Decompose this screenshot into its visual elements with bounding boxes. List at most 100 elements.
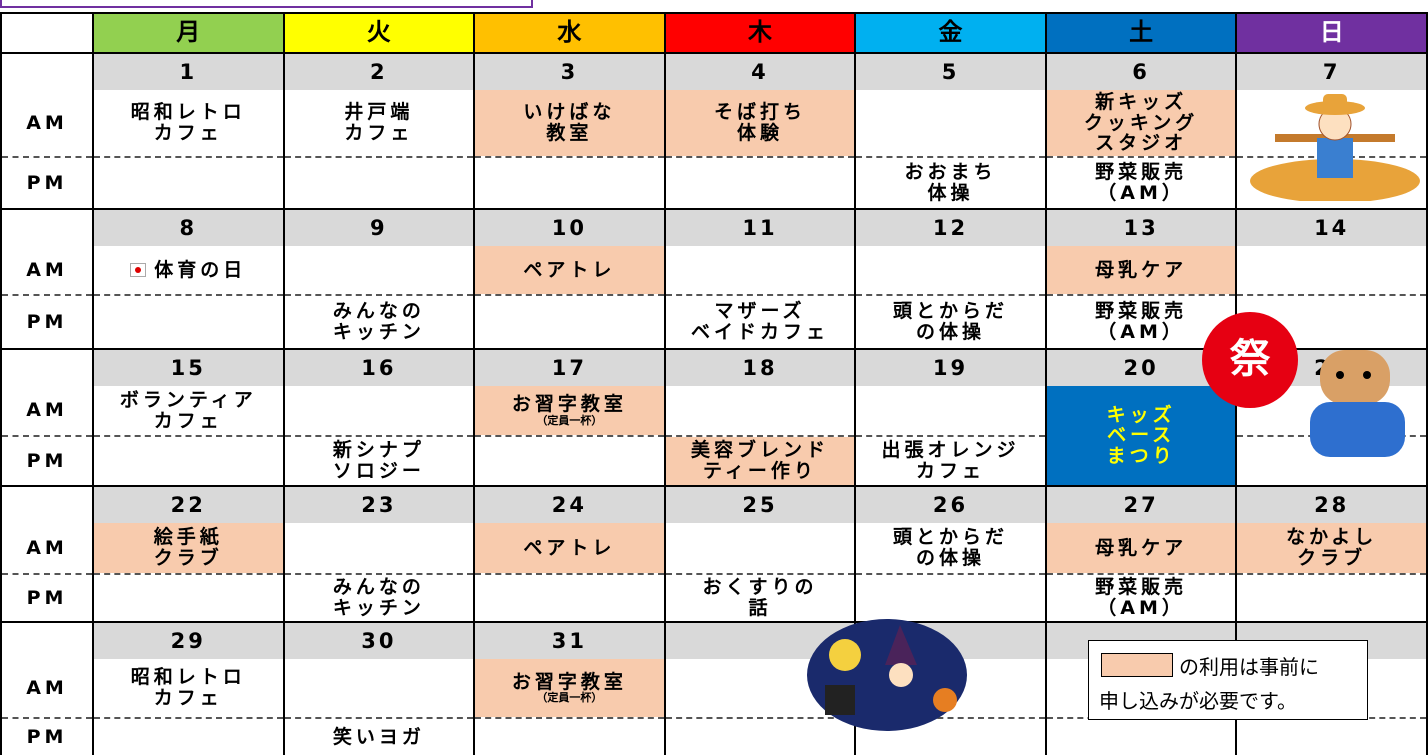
date: 2	[282, 52, 476, 90]
date: 6	[1044, 52, 1238, 90]
event-note: （定員一杯）	[536, 691, 603, 705]
event-cell: 笑いヨガ	[282, 718, 476, 755]
halloween-illustration	[807, 619, 967, 731]
event-cell: 美容ブレンド ティー作り	[663, 436, 857, 486]
event-cell: そば打ち 体験	[663, 90, 857, 158]
weekday: 火	[282, 12, 476, 54]
event-cell: 頭とからだ の体操	[854, 295, 1047, 349]
event-text: マザーズ ベイドカフェ	[690, 300, 829, 343]
weekday: 土	[1044, 12, 1238, 54]
period-label: AM	[0, 523, 94, 575]
event-text: 頭とからだ の体操	[893, 526, 1009, 569]
date: 14	[1235, 208, 1428, 246]
event-cell: みんなの キッチン	[282, 295, 476, 349]
event-cell: 頭とからだ の体操	[854, 523, 1047, 575]
event-cell: 野菜販売 （AM）	[1044, 574, 1238, 622]
pm-row: PM みんなの キッチン マザーズ ベイドカフェ 頭とからだ の体操 野菜販売 （AM）	[0, 295, 1428, 349]
event-cell: 昭和レトロ カフェ	[92, 90, 285, 158]
event-cell	[663, 157, 857, 209]
event-cell	[473, 436, 666, 486]
date: 24	[473, 485, 666, 523]
svg-text:祭: 祭	[1229, 336, 1271, 382]
top-box	[0, 0, 533, 8]
date: 10	[473, 208, 666, 246]
event-cell	[282, 386, 476, 437]
date: 23	[282, 485, 476, 523]
date: 18	[663, 348, 857, 386]
event-text: 野菜販売 （AM）	[1095, 161, 1188, 204]
event-cell: みんなの キッチン	[282, 574, 476, 622]
event-cell	[1235, 574, 1428, 622]
event-text: 昭和レトロ カフェ	[130, 666, 246, 709]
event-cell: いけばな 教室	[473, 90, 666, 158]
weekday: 月	[92, 12, 285, 54]
legend-text: 申し込みが必要です。	[1099, 689, 1297, 713]
event-cell: 絵手紙 クラブ	[92, 523, 285, 575]
pm-row: PM 笑いヨガ	[0, 718, 1428, 755]
event-cell: ボランティア カフェ	[92, 386, 285, 437]
legend-swatch	[1101, 653, 1173, 677]
date: 3	[473, 52, 666, 90]
event-cell	[282, 523, 476, 575]
festival-illustration: 祭	[1202, 312, 1405, 457]
event-text: 出張オレンジ カフェ	[881, 439, 1020, 482]
period-label: PM	[0, 295, 94, 349]
event-cell: お習字教室 （定員一杯）	[473, 659, 666, 719]
event-cell	[473, 718, 666, 755]
pm-row: PM みんなの キッチン おくすりの 話 野菜販売 （AM）	[0, 574, 1428, 622]
am-row: AM 体育の日 ペアトレ 母乳ケア	[0, 246, 1428, 296]
corner-cell	[0, 12, 94, 54]
event-text: なかよし クラブ	[1286, 526, 1378, 569]
event-cell: キッズ ベース まつり	[1044, 386, 1238, 487]
period-label: AM	[0, 246, 94, 296]
date: 4	[663, 52, 857, 90]
event-cell	[663, 246, 857, 296]
event-cell: 野菜販売 （AM）	[1044, 157, 1238, 209]
event-text: お習字教室	[511, 393, 627, 416]
event-cell: ペアトレ	[473, 246, 666, 296]
event-text: 頭とからだ の体操	[893, 300, 1009, 343]
date: 17	[473, 348, 666, 386]
event-cell	[282, 659, 476, 719]
event-text: 野菜販売 （AM）	[1095, 300, 1188, 343]
date: 5	[854, 52, 1047, 90]
event-cell	[854, 90, 1047, 158]
event-cell: 井戸端 カフェ	[282, 90, 476, 158]
date: 31	[473, 621, 666, 659]
event-text: いけばな 教室	[523, 101, 616, 144]
event-cell	[854, 246, 1047, 296]
event-text: キッズ ベース まつり	[1106, 403, 1176, 467]
pm-row: PM 新シナプ ソロジー 美容ブレンド ティー作り 出張オレンジ カフェ	[0, 436, 1428, 486]
event-cell	[282, 157, 476, 209]
period-label: AM	[0, 659, 94, 719]
event-cell: ペアトレ	[473, 523, 666, 575]
date: 22	[92, 485, 285, 523]
calendar: 月火水木金土日 1 2 3 4 5 6 7 AM 昭和レトロ カフェ 井戸端 カフェ いけばな 教室そ…	[0, 12, 1428, 755]
date: 15	[92, 348, 285, 386]
event-cell	[854, 574, 1047, 622]
date: 28	[1235, 485, 1428, 523]
scarecrow-illustration	[1250, 94, 1420, 201]
event-cell: 出張オレンジ カフェ	[854, 436, 1047, 486]
holiday-flag	[130, 263, 147, 278]
am-row: AM 絵手紙 クラブ ペアトレ 頭とからだ の体操 母乳ケア なかよし クラブ	[0, 523, 1428, 575]
event-cell: お習字教室 （定員一杯）	[473, 386, 666, 437]
event-cell: おくすりの 話	[663, 574, 857, 622]
event-cell	[473, 295, 666, 349]
event-cell	[92, 295, 285, 349]
blank-cell	[0, 208, 94, 246]
period-label: PM	[0, 574, 94, 622]
event-text: ペアトレ	[523, 536, 616, 559]
event-cell: 昭和レトロ カフェ	[92, 659, 285, 719]
legend-text: の利用は事前に	[1179, 655, 1319, 679]
legend: の利用は事前に 申し込みが必要です。	[1088, 640, 1368, 720]
event-cell: おおまち 体操	[854, 157, 1047, 209]
event-text: 新シナプ ソロジー	[332, 439, 425, 482]
event-text: 井戸端 カフェ	[344, 101, 414, 144]
event-cell: なかよし クラブ	[1235, 523, 1428, 575]
event-cell	[1235, 718, 1428, 755]
pm-row: PM おおまち 体操 野菜販売 （AM）	[0, 157, 1428, 209]
event-text: みんなの キッチン	[332, 576, 425, 619]
weekday: 水	[473, 12, 666, 54]
event-text: 新キッズ クッキング スタジオ	[1083, 91, 1199, 155]
